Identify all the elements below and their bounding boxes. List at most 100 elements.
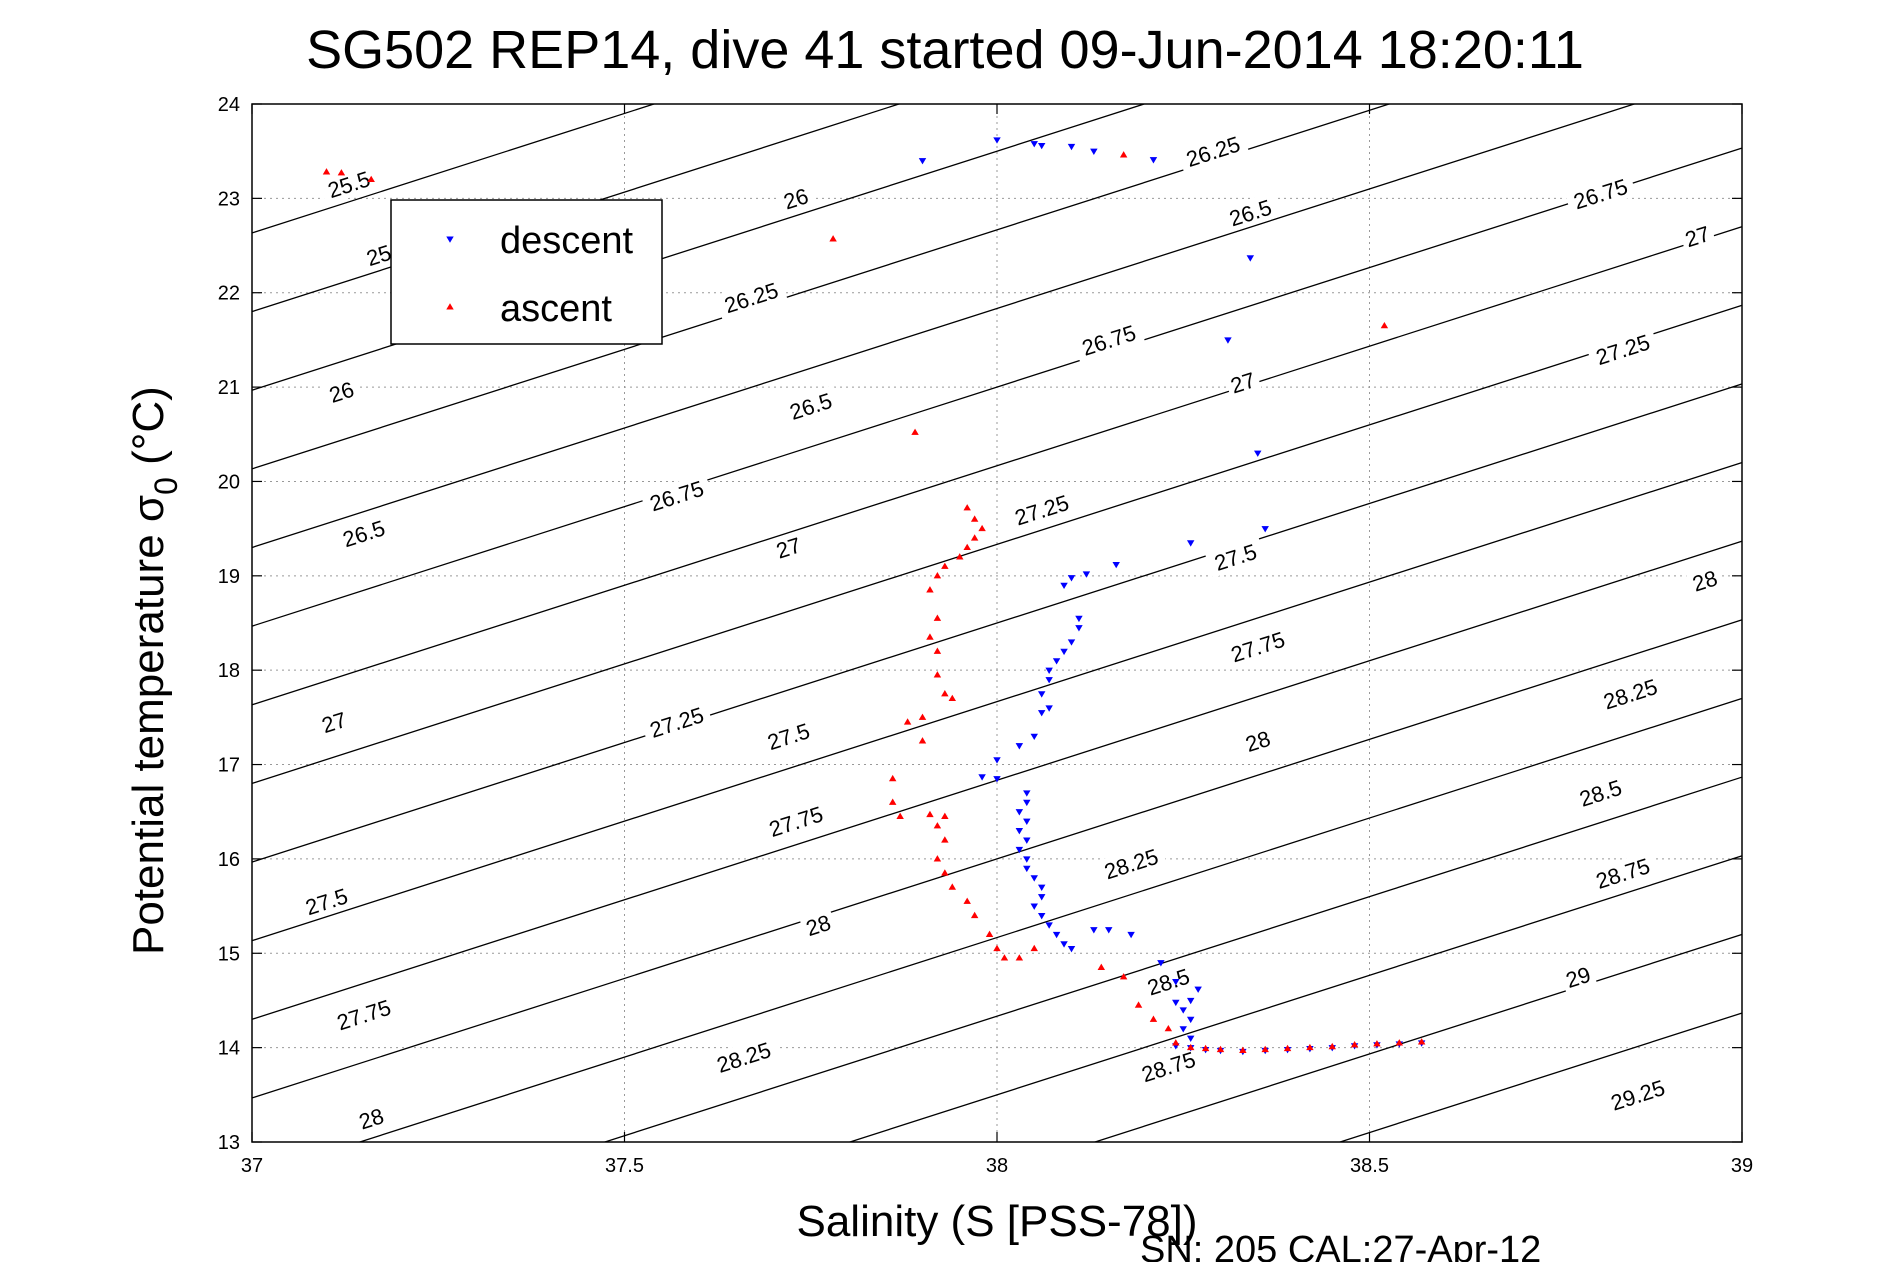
ascent-point <box>1261 1045 1269 1053</box>
ascent-point <box>1201 1044 1210 1052</box>
ascent-point <box>1417 1038 1426 1045</box>
ascent-point <box>337 169 346 176</box>
legend-marker-ascent <box>446 303 454 310</box>
ascent-point <box>903 718 912 725</box>
contour-line <box>252 461 1742 942</box>
contour-label-text: 27.25 <box>647 702 707 743</box>
y-axis-label-subscript: 0 <box>148 477 184 495</box>
contour-label: 27.25 <box>640 699 713 745</box>
ascent-point <box>1216 1045 1225 1053</box>
ascent-point <box>1164 1024 1173 1032</box>
contour-label-text: 28.5 <box>1144 964 1192 1001</box>
contour-label: 29 <box>1558 959 1598 995</box>
contour-line <box>1092 933 1742 1142</box>
descent-point <box>1186 1016 1195 1024</box>
contour-label: 28.5 <box>1569 771 1632 814</box>
y-axis-label-symbol: σ <box>124 495 173 522</box>
ascent-point <box>933 855 942 862</box>
y-tick-label: 19 <box>218 566 240 588</box>
contour-label: 26.25 <box>1176 128 1250 174</box>
descent-point <box>1186 997 1195 1005</box>
ascent-point <box>933 647 942 654</box>
contour-labels: 25.5 25 26 26.5 27 27.5 27.75 28 26 26.25 26.5 26.7… <box>295 128 1724 1136</box>
contour-label-text: 27.25 <box>1593 330 1653 371</box>
contour-label-text: 28.25 <box>1600 674 1660 715</box>
ascent-point <box>911 428 919 435</box>
x-axis-ticks: 37 37.5 38 38.5 39 <box>241 104 1753 1177</box>
x-tick-label: 37.5 <box>605 1155 644 1177</box>
ascent-point <box>1395 1039 1404 1046</box>
contour-line <box>252 104 657 234</box>
legend-entry-descent: descent <box>446 220 634 262</box>
y-tick-label: 23 <box>218 188 240 210</box>
contour-line <box>252 225 1742 706</box>
ascent-point <box>1186 1043 1195 1051</box>
ascent-point <box>963 504 971 511</box>
contour-label-text: 29.25 <box>1608 1075 1668 1116</box>
descent-point <box>1037 884 1046 892</box>
descent-point <box>1045 705 1053 712</box>
series-descent <box>918 137 1426 1056</box>
contour-label: 26.5 <box>780 385 842 427</box>
descent-point <box>1060 941 1068 948</box>
ascent-point <box>941 562 949 569</box>
contour-label: 26 <box>776 181 816 216</box>
ascent-point <box>1000 954 1009 961</box>
ascent-point <box>1149 1015 1158 1022</box>
ascent-point <box>1380 321 1389 329</box>
ascent-point <box>896 812 904 819</box>
contour-label: 28 <box>1238 723 1277 759</box>
descent-point <box>918 158 927 165</box>
contour-line <box>252 104 1392 470</box>
descent-point <box>1224 337 1232 344</box>
ascent-point <box>993 944 1001 952</box>
contour-label: 28 <box>798 907 838 943</box>
descent-point <box>1254 450 1262 457</box>
ascent-point <box>918 737 927 744</box>
ascent-point <box>926 586 934 593</box>
y-tick-label: 17 <box>218 755 240 777</box>
descent-point <box>1067 946 1076 953</box>
ascent-point <box>948 694 957 702</box>
contour-label-text: 26.75 <box>1079 320 1139 361</box>
contour-line <box>357 697 1742 1142</box>
descent-point <box>1023 818 1031 825</box>
ascent-point <box>1373 1040 1381 1047</box>
contour-label: 27 <box>1678 218 1717 254</box>
descent-point <box>1067 575 1076 582</box>
y-tick-label: 20 <box>218 471 240 493</box>
descent-point <box>1023 837 1031 844</box>
contour-label: 28.25 <box>1094 840 1168 887</box>
contour-label: 27.75 <box>327 991 401 1038</box>
ascent-point <box>1172 1039 1180 1046</box>
descent-point <box>1037 912 1046 920</box>
contour-line <box>252 104 1637 549</box>
contour-label: 27.5 <box>757 715 820 758</box>
contour-label-text: 28.25 <box>714 1037 774 1078</box>
descent-point <box>1023 790 1031 797</box>
descent-point <box>1015 846 1024 854</box>
x-tick-label: 37 <box>241 1155 263 1177</box>
chart-title: SG502 REP14, dive 41 started 09-Jun-2014… <box>306 20 1584 80</box>
contour-label: 27 <box>769 530 808 565</box>
x-tick-label: 38 <box>986 1155 1008 1177</box>
contour-label: 28.25 <box>1593 671 1667 717</box>
contour-label-text: 28.25 <box>1101 844 1161 885</box>
descent-point <box>1060 648 1068 656</box>
ascent-point <box>933 614 942 621</box>
ascent-point <box>933 572 942 579</box>
descent-point <box>1067 143 1076 151</box>
contour-line <box>252 383 1742 863</box>
y-tick-label: 24 <box>218 94 240 116</box>
contour-label-text: 26.5 <box>340 515 388 552</box>
contour-label: 26 <box>322 374 361 410</box>
density-contours <box>252 104 1742 1142</box>
contour-label: 27.5 <box>295 880 358 923</box>
contour-line <box>252 104 902 313</box>
legend-label-descent: descent <box>500 220 634 262</box>
contour-label-text: 26.25 <box>1183 131 1243 172</box>
x-tick-label: 38.5 <box>1350 1155 1389 1177</box>
contour-label-text: 27.75 <box>334 995 394 1036</box>
contour-line <box>1337 1012 1742 1142</box>
